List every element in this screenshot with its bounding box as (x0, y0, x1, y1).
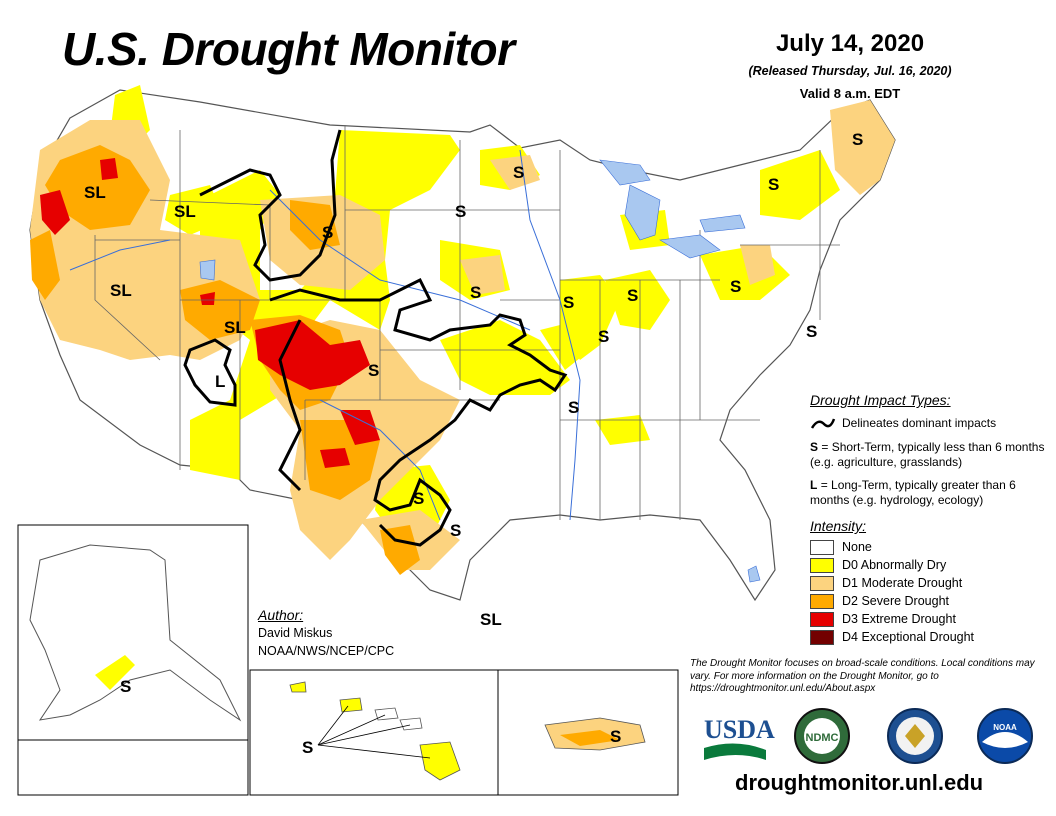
short-term-letter: S (810, 440, 819, 454)
impact-types-title: Drought Impact Types: (810, 392, 951, 408)
label-in-s: S (627, 286, 638, 305)
svg-text:NOAA: NOAA (993, 723, 1017, 732)
short-term-desc: = Short-Term, typically less than 6 mont… (810, 440, 1045, 469)
map-title: U.S. Drought Monitor (62, 23, 515, 75)
intensity-row-d3: D3 Extreme Drought (810, 610, 1050, 628)
author-name: David Miskus (258, 626, 333, 640)
alaska-d0 (95, 655, 135, 690)
noaa-logo: NOAA (977, 708, 1033, 764)
intensity-row-d1: D1 Moderate Drought (810, 574, 1050, 592)
swatch-d2 (810, 593, 834, 609)
dominant-impact-row: Delineates dominant impacts (810, 416, 1050, 430)
swatch-d3 (810, 611, 834, 627)
impact-types-legend: Drought Impact Types: Delineates dominan… (810, 392, 1050, 516)
label-ks-s: S (368, 361, 379, 380)
intensity-label-none: None (842, 540, 872, 554)
agency-logos: USDA NDMC NOAA (704, 708, 1033, 764)
intensity-row-none: None (810, 538, 1050, 556)
intensity-row-d2: D2 Severe Drought (810, 592, 1050, 610)
label-ak-s: S (120, 677, 131, 696)
hawaii-pointer-lines (317, 705, 431, 759)
label-me-s: S (852, 130, 863, 149)
intensity-label-d0: D0 Abnormally Dry (842, 558, 947, 572)
intensity-label-d3: D3 Extreme Drought (842, 612, 956, 626)
label-tx-s2: S (450, 521, 461, 540)
label-or-sl: SL (84, 183, 106, 202)
hawaii-islands (289, 681, 461, 781)
label-nv-sl: SL (110, 281, 132, 300)
intensity-label-d2: D2 Severe Drought (842, 594, 950, 608)
short-term-row: S = Short-Term, typically less than 6 mo… (810, 440, 1050, 470)
label-oh-s: S (598, 327, 609, 346)
swatch-d1 (810, 575, 834, 591)
label-ut-l: L (215, 372, 225, 391)
valid-time: Valid 8 a.m. EDT (799, 86, 901, 101)
label-tx-sl: SL (480, 610, 502, 629)
intensity-title: Intensity: (810, 518, 867, 534)
intensity-label-d4: D4 Exceptional Drought (842, 630, 975, 644)
label-nd-s: S (455, 202, 466, 221)
usda-logo: USDA (704, 715, 775, 760)
svg-text:USDA: USDA (704, 715, 775, 744)
svg-text:NDMC: NDMC (806, 732, 839, 744)
label-id-sl: SL (174, 202, 196, 221)
label-tx-s1: S (413, 489, 424, 508)
rivers (69, 149, 581, 521)
swatch-d0 (810, 557, 834, 573)
label-il-s: S (563, 293, 574, 312)
lakes (199, 159, 761, 583)
long-term-desc: = Long-Term, typically greater than 6 mo… (810, 478, 1016, 507)
intensity-row-d4: D4 Exceptional Drought (810, 628, 1050, 646)
author-org: NOAA/NWS/NCEP/CPC (258, 644, 395, 658)
intensity-label-d1: D1 Moderate Drought (842, 576, 963, 590)
commerce-seal-logo (887, 708, 943, 764)
release-date: (Released Thursday, Jul. 16, 2020) (748, 64, 952, 78)
pr-d2 (560, 730, 620, 746)
site-url[interactable]: droughtmonitor.unl.edu (735, 770, 984, 795)
long-term-row: L = Long-Term, typically greater than 6 … (810, 478, 1050, 508)
label-ny-s: S (768, 175, 779, 194)
disclaimer-text: The Drought Monitor focuses on broad-sca… (690, 658, 1035, 694)
label-pr-s: S (610, 727, 621, 746)
ndmc-logo: NDMC (794, 708, 850, 764)
label-ne-s: S (470, 283, 481, 302)
label-mn-s: S (513, 163, 524, 182)
label-ut-sl: SL (224, 318, 246, 337)
swatch-none (810, 539, 834, 555)
impact-boundaries (183, 129, 568, 547)
label-pa-s: S (730, 277, 741, 296)
boundary-line-icon (810, 418, 836, 429)
label-nj-s: S (806, 322, 817, 341)
intensity-legend: Intensity: None D0 Abnormally Dry D1 Mod… (810, 518, 1050, 646)
author-title: Author: (258, 607, 304, 623)
label-ar-s: S (568, 398, 579, 417)
state-borders (94, 125, 840, 520)
label-hi-s: S (302, 738, 313, 757)
alaska-outline (29, 544, 242, 722)
intensity-row-d0: D0 Abnormally Dry (810, 556, 1050, 574)
author-block: Author: David Miskus NOAA/NWS/NCEP/CPC (258, 606, 394, 660)
dominant-impact-label: Delineates dominant impacts (842, 416, 997, 430)
map-date: July 14, 2020 (775, 30, 925, 57)
swatch-d4 (810, 629, 834, 645)
long-term-letter: L (810, 478, 818, 492)
label-mt-s: S (322, 223, 333, 242)
